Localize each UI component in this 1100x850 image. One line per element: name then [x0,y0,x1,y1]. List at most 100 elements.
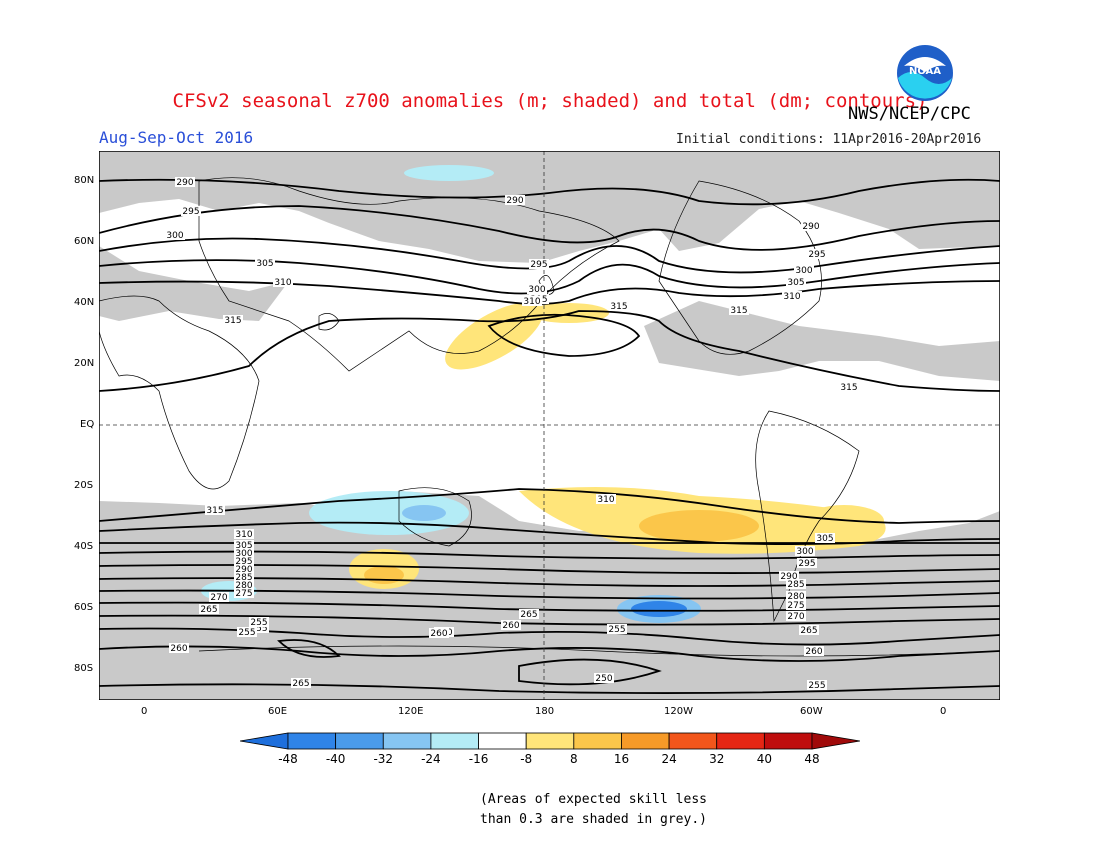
contour-label: 260 [502,621,519,631]
colorbar-tick-label: -8 [520,752,532,766]
contour-label-background [807,680,827,690]
lon-label-180: 180 [535,706,555,717]
lat-label-80s: 80S [74,663,94,674]
contour-label-background [786,611,806,621]
contour-label: 290 [780,572,797,582]
colorbar-cell [430,732,479,750]
logo-text: NOAA [909,66,941,77]
contour-label-background [527,284,547,294]
contour-label: 265 [800,626,817,636]
contour-label: 270 [210,593,227,603]
contour-label-background [234,580,254,590]
colorbar-tick-label: -16 [469,752,489,766]
contour-label: 285 [235,573,252,583]
contour-label: 315 [840,383,857,393]
lat-label-80n: 80N [74,175,95,186]
colorbar-cell [335,732,384,750]
contour-label-background [223,315,243,325]
contour-label: 310 [274,278,291,288]
colorbar-tick-label: 48 [804,752,819,766]
lat-label-eq: EQ [80,419,95,430]
contour-label: 310 [783,292,800,302]
contour-label-background [519,609,539,619]
contour-label-background [199,604,219,614]
contour-label: 295 [798,559,815,569]
contour-label-background [234,588,254,598]
colorbar-cell [716,732,765,750]
map-panel: 2902953003053103152902953003053103153152… [99,151,1000,700]
contour-label-background [522,296,542,306]
contour-label-background [839,382,859,392]
colorbar-cell [287,732,337,750]
contour-label-background [782,291,802,301]
colorbar-cell [478,732,527,750]
colorbar-cell [763,732,813,750]
contour-label: 275 [235,589,252,599]
contour-label-background [234,529,254,539]
contour-label-background [291,678,311,688]
lat-label-60n: 60N [74,236,95,247]
contour-label-background [799,625,819,635]
contour-label: 305 [787,278,804,288]
contour-label: 295 [235,557,252,567]
lon-label-0-right: 0 [940,706,947,717]
lon-label-60w: 60W [800,706,823,717]
contour-label: 280 [787,592,804,602]
contour-label-background [234,556,254,566]
contour-label: 295 [530,260,547,270]
contour-label-background [165,230,185,240]
colorbar-tick-label: -40 [326,752,346,766]
contour-label: 290 [235,565,252,575]
colorbar: -48 -40 -32 -24 -16 -8 8 16 24 32 40 48 [240,732,860,766]
colorbar-cells [240,732,860,750]
colorbar-tick-label: -48 [278,752,298,766]
contour-label-background [234,548,254,558]
contour-label: 270 [787,612,804,622]
contour-label: 290 [506,196,523,206]
skill-note-line-2: than 0.3 are shaded in grey.) [480,812,707,827]
contour-label-background [234,572,254,582]
colorbar-tick-label: 40 [757,752,772,766]
initial-conditions-label: Initial conditions: 11Apr2016-20Apr2016 [676,132,982,147]
contour-labels: 2902953003053103152902953003053103153152… [165,177,859,691]
contour-label: 305 [235,541,252,551]
agency-label: NWS/NCEP/CPC [848,104,971,124]
contour-label-background [729,305,749,315]
contour-label: 265 [520,610,537,620]
contour-label-background [205,505,225,515]
contour-label: 310 [523,297,540,307]
colorbar-cell [573,732,622,750]
contour-label: 255 [250,618,267,628]
contour-label: 260 [430,629,447,639]
contour-label: 250 [595,674,612,684]
colorbar-cell [811,732,860,750]
contour-label-background [815,533,835,543]
colorbar-cell [240,732,289,750]
contour-label: 255 [808,681,825,691]
contour-label-background [501,620,521,630]
contour-label: 315 [730,306,747,316]
contour-label: 315 [610,302,627,312]
contour-label-background [249,623,269,633]
contour-label-background [797,558,817,568]
contour-label: 310 [597,495,614,505]
lat-label-20s: 20S [74,480,94,491]
contour-label: 315 [206,506,223,516]
contour-label-background [609,301,629,311]
contour-label: 260 [805,647,822,657]
contour-label-background [607,624,627,634]
contour-label-background [801,221,821,231]
contour-label-background [779,571,799,581]
contour-label-background [804,646,824,656]
contour-label: 300 [528,285,545,295]
lon-label-120w: 120W [664,706,693,717]
contour-label-background [237,627,257,637]
colorbar-cell [525,732,575,750]
contour-label-background [529,259,549,269]
contour-label-background [255,258,275,268]
contour-label: 315 [224,316,241,326]
contour-label: 305 [816,534,833,544]
colorbar-tick-labels: -48 -40 -32 -24 -16 -8 8 16 24 32 40 48 [278,752,819,766]
contour-label: 300 [166,231,183,241]
contour-label: 255 [250,624,267,634]
